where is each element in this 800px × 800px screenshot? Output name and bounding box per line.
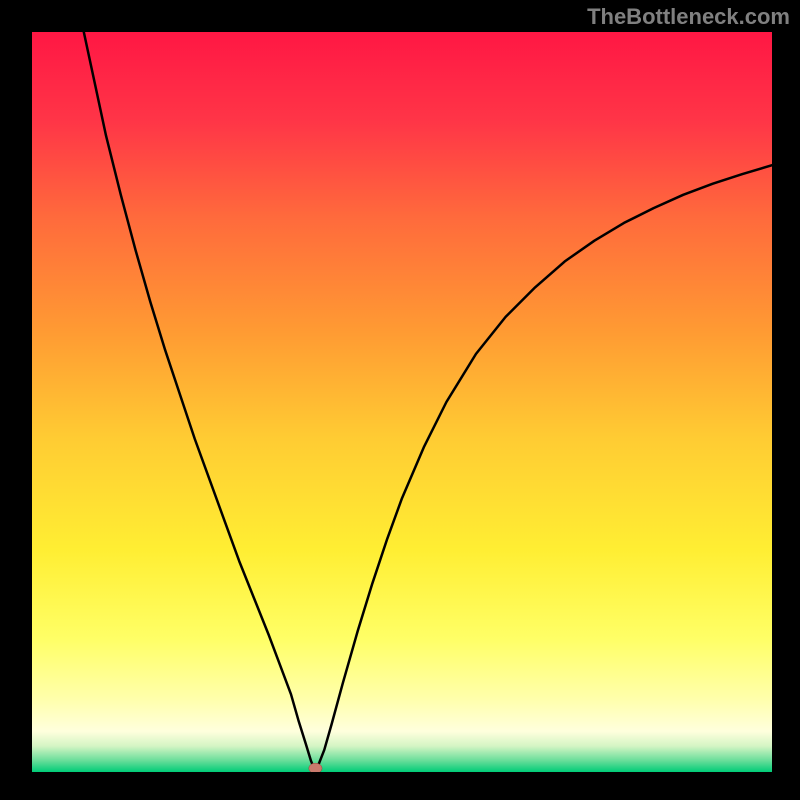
gradient-background bbox=[32, 32, 772, 772]
watermark-text: TheBottleneck.com bbox=[587, 4, 790, 30]
chart-container: TheBottleneck.com bbox=[0, 0, 800, 800]
bottleneck-chart bbox=[32, 32, 772, 772]
optimum-marker bbox=[309, 763, 322, 772]
plot-area bbox=[32, 32, 772, 772]
